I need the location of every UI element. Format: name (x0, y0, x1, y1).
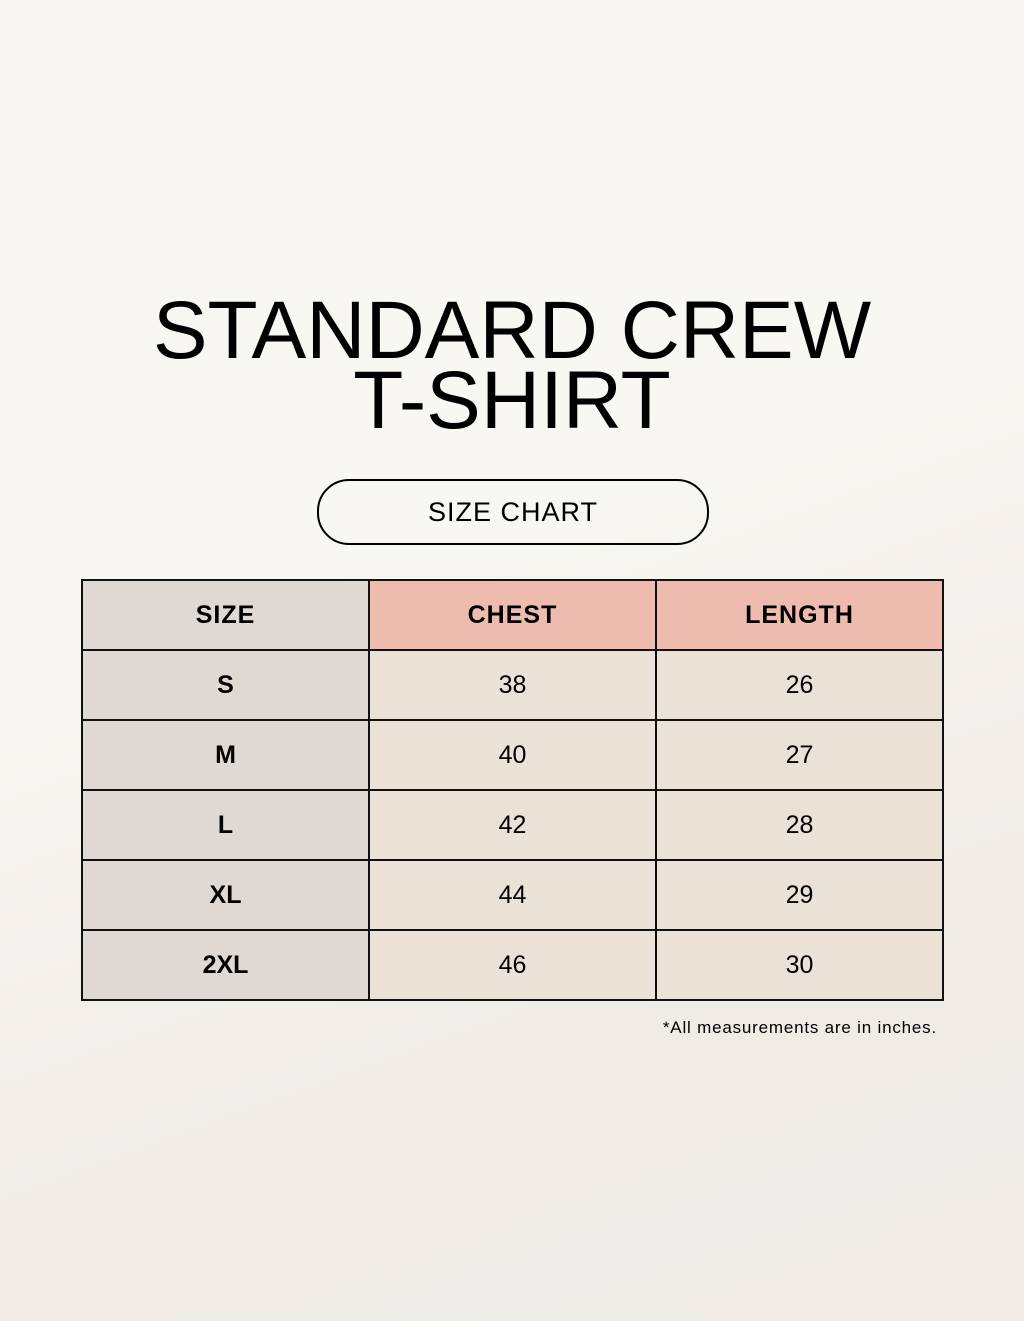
header-size: SIZE (81, 579, 370, 651)
size-chart-label: SIZE CHART (317, 479, 709, 545)
page-title: STANDARD CREW T-SHIRT (0, 285, 1024, 446)
size-cell: M (81, 719, 370, 791)
table-row: 2XL 46 30 (81, 929, 944, 1001)
table-row: L 42 28 (81, 789, 944, 861)
header-length: LENGTH (655, 579, 944, 651)
chest-cell: 38 (368, 649, 657, 721)
length-cell: 26 (655, 649, 944, 721)
table-row: S 38 26 (81, 649, 944, 721)
table-row: M 40 27 (81, 719, 944, 791)
chest-cell: 44 (368, 859, 657, 931)
chest-cell: 40 (368, 719, 657, 791)
size-cell: L (81, 789, 370, 861)
length-cell: 30 (655, 929, 944, 1001)
title-line-2: T-SHIRT (353, 355, 671, 446)
table-row: XL 44 29 (81, 859, 944, 931)
size-cell: XL (81, 859, 370, 931)
length-cell: 27 (655, 719, 944, 791)
footnote: *All measurements are in inches. (662, 1018, 937, 1037)
size-cell: 2XL (81, 929, 370, 1001)
chest-cell: 46 (368, 929, 657, 1001)
length-cell: 29 (655, 859, 944, 931)
title-line-1: STANDARD CREW (152, 285, 872, 376)
size-table: SIZE CHEST LENGTH S 38 26 M 40 27 L 42 28 XL 44 29 2… (81, 579, 944, 1001)
chest-cell: 42 (368, 789, 657, 861)
table-header-row: SIZE CHEST LENGTH (81, 579, 944, 651)
size-cell: S (81, 649, 370, 721)
header-chest: CHEST (368, 579, 657, 651)
length-cell: 28 (655, 789, 944, 861)
